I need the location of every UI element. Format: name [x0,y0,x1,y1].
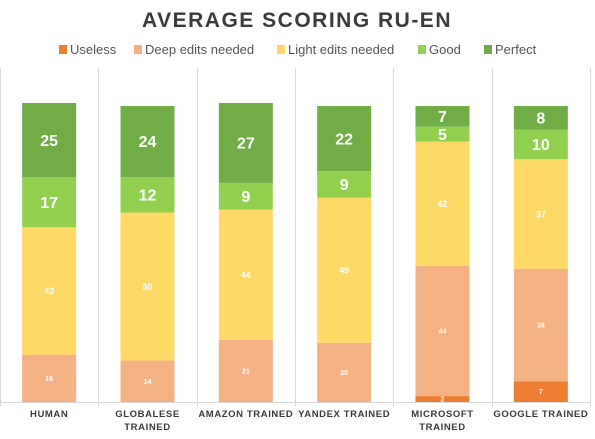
bar-segment-good [513,129,568,160]
data-label: 14 [144,379,152,386]
category-dividers [0,68,591,406]
data-label: 21 [242,368,250,375]
category-label: HUMAN [30,409,68,420]
data-label: 9 [340,177,349,194]
legend-swatch-perfect [484,45,492,54]
data-label: 2 [441,397,445,404]
data-label: 22 [335,131,353,148]
category-label: TRAINED [124,422,170,433]
data-label: 25 [40,133,58,150]
bar-segment-light-edits-needed [120,212,175,361]
data-label: 10 [532,137,550,154]
bar-segment-deep-edits-needed [218,339,273,402]
data-label: 16 [45,376,53,383]
category-label: AMAZON TRAINED [198,409,293,420]
bar-segment-perfect [218,103,273,183]
data-label: 7 [539,389,543,396]
bar-segment-perfect [513,105,568,130]
data-label: 5 [438,127,447,144]
legend-swatch-useless [59,45,67,54]
data-label: 9 [241,189,250,206]
bar-segment-good [317,171,372,198]
bar-segment-perfect [22,103,77,178]
category-label: TRAINED [419,422,465,433]
bar-segment-deep-edits-needed [120,360,175,402]
data-label: 49 [339,266,349,276]
bar-segment-perfect [415,105,470,127]
bar-segment-good [415,126,470,142]
bar-segment-light-edits-needed [415,141,470,266]
chart-title: AVERAGE SCORING RU-EN [142,9,452,32]
data-label: 44 [241,270,251,280]
bars: 0164317250145012240214492702049922244425… [22,103,568,404]
legend-label-light-edits-needed: Light edits needed [288,42,394,57]
category-labels: HUMAN GLOBALESE TRAINED AMAZON TRAINED YANDE… [30,409,588,433]
data-label: 27 [237,136,255,153]
category-label: GLOBALESE [115,409,180,420]
bar-segment-light-edits-needed [317,197,372,343]
data-label: 24 [139,134,157,151]
legend-label-perfect: Perfect [495,42,537,57]
bar-segment-useless [513,381,568,402]
data-label: 37 [536,209,546,219]
legend-label-deep-edits-needed: Deep edits needed [145,42,254,57]
category-label: YANDEX TRAINED [298,409,390,420]
bar-segment-good [22,177,77,228]
data-label: 38 [537,323,545,330]
bar-segment-deep-edits-needed [513,268,568,382]
data-label: 8 [536,111,545,128]
data-label: 50 [142,282,152,292]
data-label: 12 [139,188,157,205]
bar-segment-deep-edits-needed [415,265,470,397]
legend-label-useless: Useless [70,42,117,57]
legend-swatch-deep-edits-needed [134,45,142,54]
legend-swatch-good [418,45,426,54]
bar-segment-perfect [317,105,372,172]
bar-segment-perfect [120,105,175,178]
bar-segment-light-edits-needed [218,209,273,340]
bar-segment-deep-edits-needed [22,354,77,402]
data-label: 43 [44,286,54,296]
bar-segment-light-edits-needed [22,227,77,355]
bar-segment-good [120,177,175,213]
bar-segment-good [218,182,273,210]
legend-label-good: Good [429,42,461,57]
bar-segment-deep-edits-needed [317,342,372,402]
bar-segment-useless [415,396,470,402]
category-label: GOOGLE TRAINED [493,409,588,420]
data-label: 42 [437,199,447,209]
category-label: MICROSOFT [411,409,473,420]
bar-segment-light-edits-needed [513,159,568,269]
data-label: 20 [340,370,348,377]
data-label: 7 [438,109,447,126]
data-label: 44 [439,328,447,335]
legend: Useless Deep edits needed Light edits need… [59,42,537,57]
data-label: 17 [40,195,58,212]
legend-swatch-light-edits-needed [277,45,285,54]
